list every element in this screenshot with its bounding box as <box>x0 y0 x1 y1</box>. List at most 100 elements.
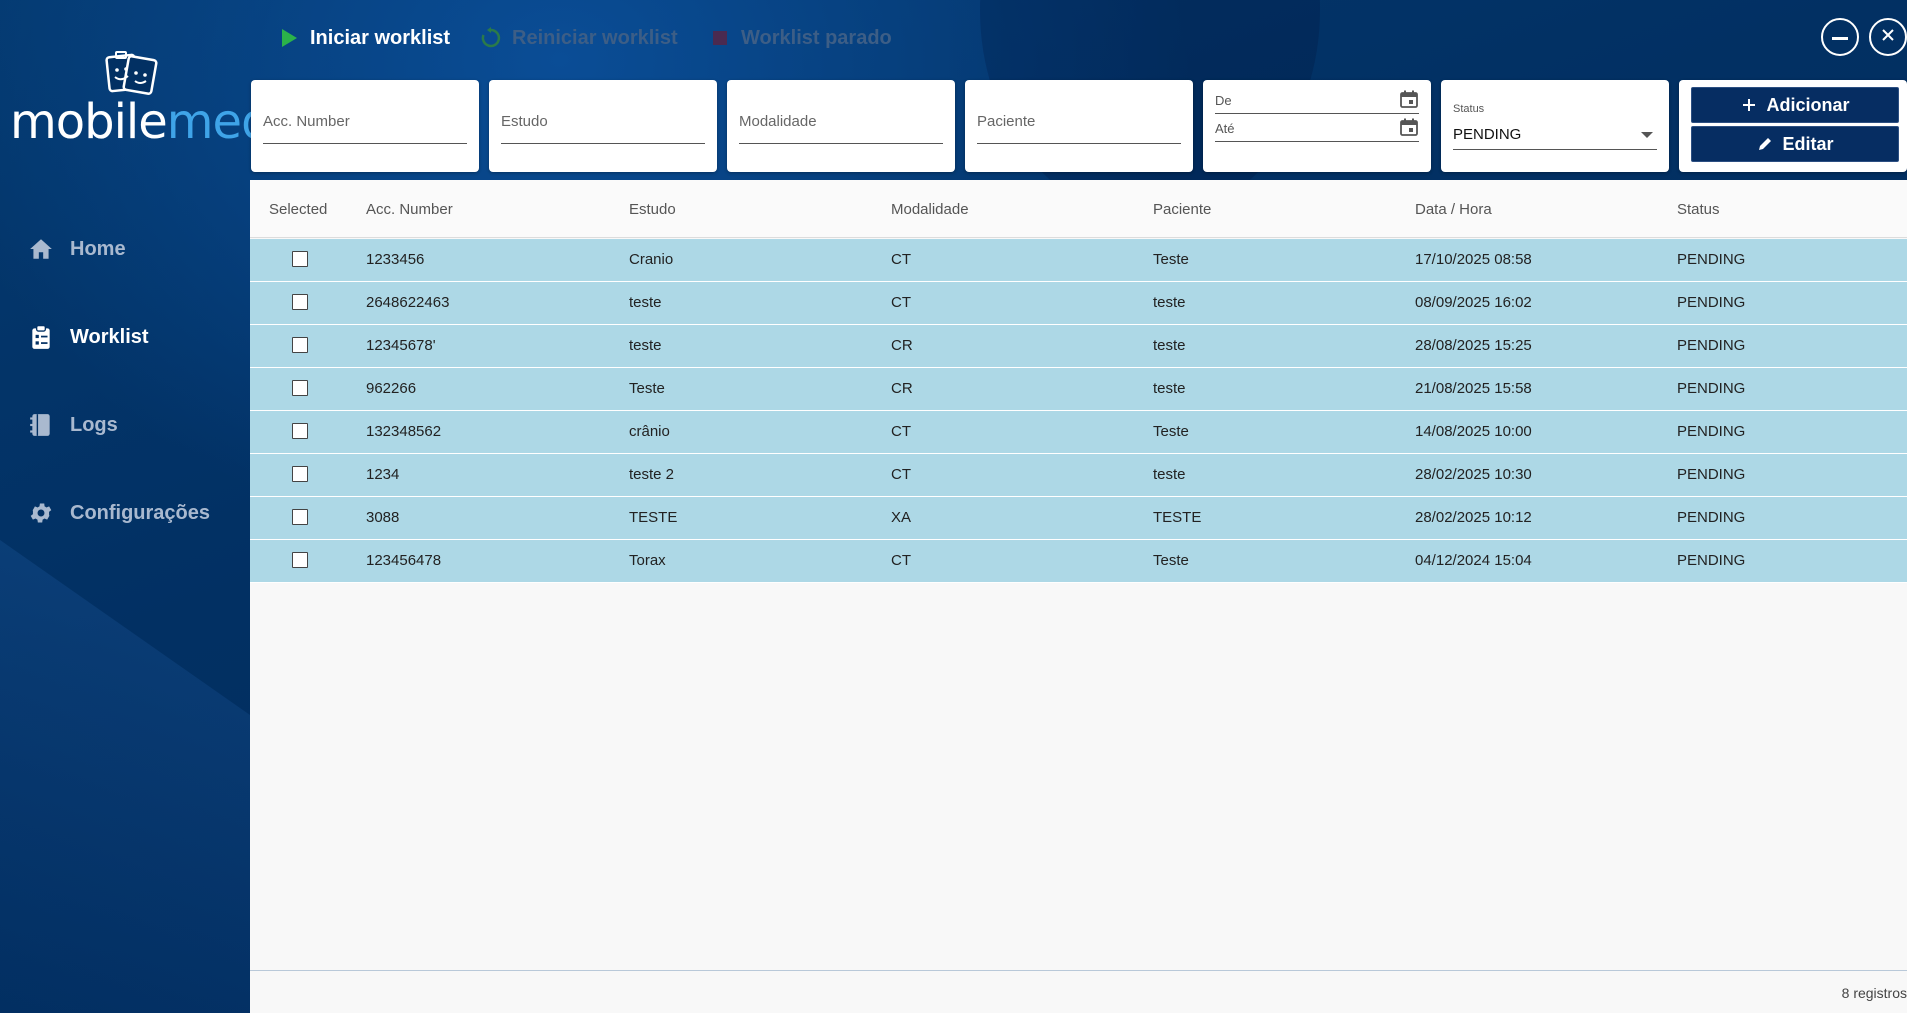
sidebar-item-label: Logs <box>70 413 118 436</box>
cell-status: PENDING <box>1677 552 1746 569</box>
stop-icon <box>707 25 733 51</box>
cell-modalidade: CT <box>891 552 911 569</box>
row-checkbox[interactable] <box>292 337 308 353</box>
cell-acc-number: 3088 <box>366 509 400 526</box>
actions-card: Adicionar Editar <box>1679 80 1907 172</box>
cell-acc-number: 1233456 <box>366 251 425 268</box>
restart-worklist-label: Reiniciar worklist <box>512 26 678 49</box>
start-worklist-button[interactable]: Iniciar worklist <box>276 22 450 54</box>
cell-acc-number: 962266 <box>366 380 417 397</box>
column-header-status[interactable]: Status <box>1677 201 1720 218</box>
cell-data-hora: 17/10/2025 08:58 <box>1415 251 1532 268</box>
cell-paciente: teste <box>1153 466 1186 483</box>
cell-data-hora: 28/02/2025 10:12 <box>1415 509 1532 526</box>
status-filter-card: Status PENDING <box>1441 80 1669 172</box>
cell-status: PENDING <box>1677 423 1746 440</box>
cell-estudo: teste <box>629 294 662 311</box>
date-to-field[interactable]: Até <box>1215 116 1419 142</box>
sidebar-item-logs[interactable]: Logs <box>0 381 250 469</box>
row-checkbox[interactable] <box>292 509 308 525</box>
cell-paciente: Teste <box>1153 423 1189 440</box>
row-checkbox[interactable] <box>292 466 308 482</box>
table-header: Selected Acc. Number Estudo Modalidade P… <box>250 180 1907 238</box>
modalidade-input[interactable] <box>739 100 943 144</box>
cell-data-hora: 28/08/2025 15:25 <box>1415 337 1532 354</box>
column-header-acc-number[interactable]: Acc. Number <box>366 201 453 218</box>
sidebar-item-worklist[interactable]: Worklist <box>0 293 250 381</box>
cell-paciente: TESTE <box>1153 509 1202 526</box>
column-header-selected[interactable]: Selected <box>269 201 328 218</box>
cell-status: PENDING <box>1677 509 1746 526</box>
column-header-modalidade[interactable]: Modalidade <box>891 201 969 218</box>
table-row[interactable]: 1234 teste 2 CT teste 28/02/2025 10:30 P… <box>250 454 1907 497</box>
date-range-filter-card: De Até <box>1203 80 1431 172</box>
calendar-icon[interactable] <box>1399 89 1419 109</box>
cell-modalidade: XA <box>891 509 912 526</box>
cell-estudo: teste <box>629 337 662 354</box>
table-row[interactable]: 12345678' teste CR teste 28/08/2025 15:2… <box>250 325 1907 368</box>
cell-data-hora: 28/02/2025 10:30 <box>1415 466 1532 483</box>
table-body: 1233456 Cranio CT Teste 17/10/2025 08:58… <box>250 239 1907 583</box>
sidebar-item-home[interactable]: Home <box>0 205 250 293</box>
logo-text-mobile: mobile <box>10 94 168 150</box>
date-to-label: Até <box>1215 121 1235 136</box>
row-checkbox[interactable] <box>292 552 308 568</box>
acc-number-filter-card <box>251 80 479 172</box>
column-header-data-hora[interactable]: Data / Hora <box>1415 201 1492 218</box>
cell-modalidade: CT <box>891 466 911 483</box>
cell-status: PENDING <box>1677 294 1746 311</box>
estudo-input[interactable] <box>501 100 705 144</box>
sidebar-item-label: Worklist <box>70 325 149 348</box>
cell-status: PENDING <box>1677 251 1746 268</box>
worklist-stopped-label: Worklist parado <box>741 26 892 49</box>
cell-acc-number: 123456478 <box>366 552 442 569</box>
clipboard-list-icon <box>28 324 54 350</box>
add-button[interactable]: Adicionar <box>1691 87 1899 123</box>
cell-data-hora: 21/08/2025 15:58 <box>1415 380 1532 397</box>
edit-button[interactable]: Editar <box>1691 126 1899 162</box>
close-button[interactable] <box>1869 18 1907 56</box>
worklist-stopped-indicator[interactable]: Worklist parado <box>707 22 892 54</box>
cell-modalidade: CR <box>891 380 913 397</box>
row-checkbox[interactable] <box>292 251 308 267</box>
status-select[interactable]: PENDING <box>1453 120 1657 150</box>
cell-acc-number: 1234 <box>366 466 400 483</box>
row-checkbox[interactable] <box>292 380 308 396</box>
cell-data-hora: 14/08/2025 10:00 <box>1415 423 1532 440</box>
column-header-paciente[interactable]: Paciente <box>1153 201 1212 218</box>
row-checkbox[interactable] <box>292 423 308 439</box>
table-row[interactable]: 2648622463 teste CT teste 08/09/2025 16:… <box>250 282 1907 325</box>
calendar-icon[interactable] <box>1399 117 1419 137</box>
table-row[interactable]: 132348562 crânio CT Teste 14/08/2025 10:… <box>250 411 1907 454</box>
date-from-field[interactable]: De <box>1215 88 1419 114</box>
cell-paciente: Teste <box>1153 251 1189 268</box>
cell-estudo: TESTE <box>629 509 678 526</box>
minimize-icon <box>1832 28 1848 46</box>
cell-status: PENDING <box>1677 466 1746 483</box>
table-row[interactable]: 1233456 Cranio CT Teste 17/10/2025 08:58… <box>250 239 1907 282</box>
table-row[interactable]: 962266 Teste CR teste 21/08/2025 15:58 P… <box>250 368 1907 411</box>
cell-estudo: crânio <box>629 423 670 440</box>
column-header-estudo[interactable]: Estudo <box>629 201 676 218</box>
refresh-icon <box>478 25 504 51</box>
table-footer-divider <box>250 970 1907 971</box>
cell-modalidade: CR <box>891 337 913 354</box>
cell-modalidade: CT <box>891 294 911 311</box>
cell-estudo: Teste <box>629 380 665 397</box>
cell-paciente: Teste <box>1153 552 1189 569</box>
date-from-label: De <box>1215 93 1232 108</box>
table-row[interactable]: 123456478 Torax CT Teste 04/12/2024 15:0… <box>250 540 1907 583</box>
table-row[interactable]: 3088 TESTE XA TESTE 28/02/2025 10:12 PEN… <box>250 497 1907 540</box>
cell-paciente: teste <box>1153 380 1186 397</box>
paciente-filter-card <box>965 80 1193 172</box>
cell-status: PENDING <box>1677 380 1746 397</box>
acc-number-input[interactable] <box>263 100 467 144</box>
restart-worklist-button[interactable]: Reiniciar worklist <box>478 22 678 54</box>
cell-estudo: teste 2 <box>629 466 675 483</box>
sidebar-item-configuracoes[interactable]: Configurações <box>0 469 250 557</box>
play-icon <box>276 25 302 51</box>
gear-icon <box>28 500 54 526</box>
row-checkbox[interactable] <box>292 294 308 310</box>
minimize-button[interactable] <box>1821 18 1859 56</box>
paciente-input[interactable] <box>977 100 1181 144</box>
